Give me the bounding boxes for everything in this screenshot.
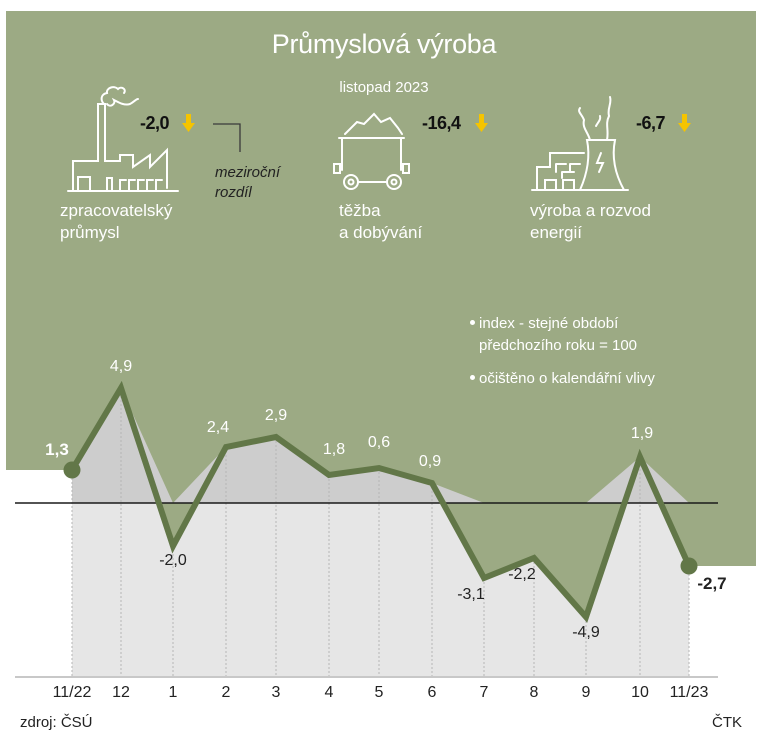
note-text: očištěno o kalendářní vlivy bbox=[479, 370, 655, 387]
x-tick-label: 1 bbox=[168, 684, 178, 701]
note-text: předchozího roku = 100 bbox=[479, 337, 638, 354]
note-calendar-adjusted: očištěno o kalendářní vlivy bbox=[470, 368, 655, 390]
sector-label-line1: těžba bbox=[339, 201, 381, 220]
legend-note-yoy-difference: meziroční rozdíl bbox=[215, 163, 280, 203]
mine-cart-icon bbox=[333, 112, 410, 190]
chart-subtitle: listopad 2023 bbox=[339, 79, 429, 96]
data-label: 0,9 bbox=[418, 453, 442, 470]
x-tick-label: 7 bbox=[479, 684, 489, 701]
sector-label-line2: energií bbox=[530, 223, 582, 242]
sector-label-energy: výroba a rozvod energií bbox=[530, 200, 651, 244]
x-tick-label: 11/23 bbox=[669, 684, 709, 701]
area-above-zero bbox=[72, 388, 689, 503]
x-tick-label: 3 bbox=[271, 684, 281, 701]
series-line bbox=[69, 380, 692, 623]
data-label: -4,9 bbox=[572, 624, 600, 641]
sector-label-line2: a dobývání bbox=[339, 223, 423, 242]
sector-label-line1: výroba a rozvod bbox=[530, 201, 651, 220]
down-arrow-icon bbox=[182, 114, 691, 132]
data-label: -2,2 bbox=[508, 566, 536, 583]
sector-value-mining: -16,4 bbox=[422, 113, 461, 133]
legend-note-line2: rozdíl bbox=[215, 184, 252, 201]
data-label: -3,1 bbox=[457, 586, 485, 603]
source-label: zdroj: ČSÚ bbox=[20, 714, 93, 731]
bullet-icon bbox=[470, 375, 475, 380]
data-label: 4,9 bbox=[109, 358, 133, 375]
x-tick-label: 6 bbox=[427, 684, 437, 701]
sector-value-manufacturing: -2,0 bbox=[140, 113, 170, 133]
x-tick-label: 5 bbox=[374, 684, 384, 701]
power-plant-icon bbox=[531, 96, 629, 191]
x-tick-label: 2 bbox=[221, 684, 231, 701]
x-tick-label: 4 bbox=[324, 684, 334, 701]
x-tick-label: 11/22 bbox=[52, 684, 92, 701]
legend-note-line1: meziroční bbox=[215, 164, 281, 181]
x-tick-label: 10 bbox=[631, 684, 649, 701]
x-tick-label: 8 bbox=[529, 684, 539, 701]
credit-label: ČTK bbox=[712, 714, 742, 731]
data-label: 1,9 bbox=[630, 425, 654, 442]
start-point-marker bbox=[63, 461, 81, 479]
green-background bbox=[6, 11, 756, 617]
data-label: -2,0 bbox=[159, 552, 187, 569]
x-tick-label: 12 bbox=[112, 684, 130, 701]
data-label: 2,4 bbox=[206, 419, 230, 436]
vertical-dotted-gridlines bbox=[71, 388, 690, 677]
x-tick-label: 9 bbox=[581, 684, 591, 701]
data-label: 2,9 bbox=[264, 407, 288, 424]
factory-icon bbox=[67, 86, 179, 192]
data-label: -2,7 bbox=[697, 574, 727, 593]
sector-value-energy: -6,7 bbox=[636, 113, 666, 133]
note-text: index - stejné období bbox=[479, 315, 619, 332]
end-point-marker bbox=[680, 557, 698, 575]
legend-connector bbox=[213, 123, 241, 152]
data-label: 0,6 bbox=[367, 434, 391, 451]
bullet-icon bbox=[470, 320, 475, 325]
sector-label-mining: těžba a dobývání bbox=[339, 200, 422, 244]
data-label: 1,8 bbox=[322, 441, 346, 458]
note-index: index - stejné období předchozího roku =… bbox=[470, 313, 637, 357]
sector-label-line1: zpracovatelský bbox=[60, 201, 173, 220]
data-label: 1,3 bbox=[45, 440, 69, 459]
sector-label-line2: průmysl bbox=[60, 223, 120, 242]
chart-title: Průmyslová výroba bbox=[271, 29, 497, 59]
sector-label-manufacturing: zpracovatelský průmysl bbox=[60, 200, 172, 244]
